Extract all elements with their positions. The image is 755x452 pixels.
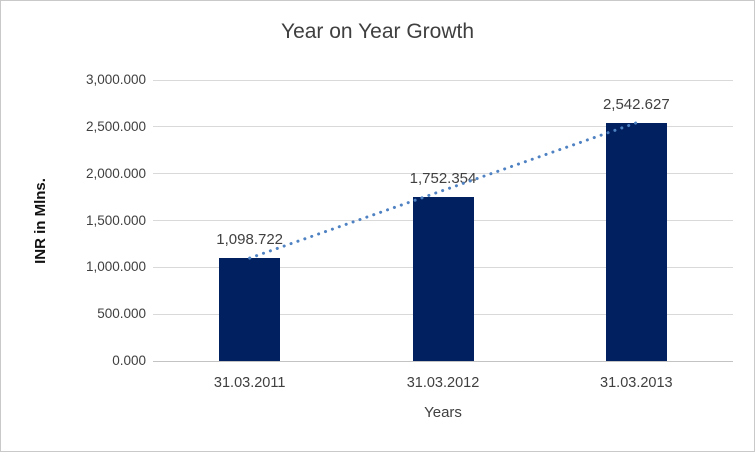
- x-axis-line: [153, 360, 733, 362]
- x-tick-label: 31.03.2011: [213, 375, 286, 391]
- y-tick-label: 3,000.000: [85, 72, 146, 87]
- y-tick-label: 1,500.000: [85, 212, 146, 228]
- y-tick-label: 500.000: [97, 306, 146, 322]
- x-axis-title: Years: [424, 404, 462, 421]
- bar-31.03.2012: [412, 196, 474, 361]
- x-tick-label: 31.03.2013: [600, 375, 673, 391]
- gridline: [153, 79, 733, 81]
- bar-31.03.2013: [605, 122, 667, 361]
- y-tick-label: 1,000.000: [85, 259, 146, 275]
- y-tick-label: 2,000.000: [85, 165, 146, 181]
- bar-31.03.2011: [219, 258, 281, 361]
- data-label: 1,098.722: [216, 231, 284, 249]
- x-tick-label: 31.03.2012: [406, 375, 480, 391]
- y-tick-label: 2,500.000: [85, 118, 146, 134]
- chart-title: Year on Year Growth: [280, 20, 475, 43]
- y-tick-label: 0.000: [112, 353, 146, 368]
- data-label: 1,752.354: [409, 169, 477, 187]
- data-label: 2,542.627: [602, 95, 670, 113]
